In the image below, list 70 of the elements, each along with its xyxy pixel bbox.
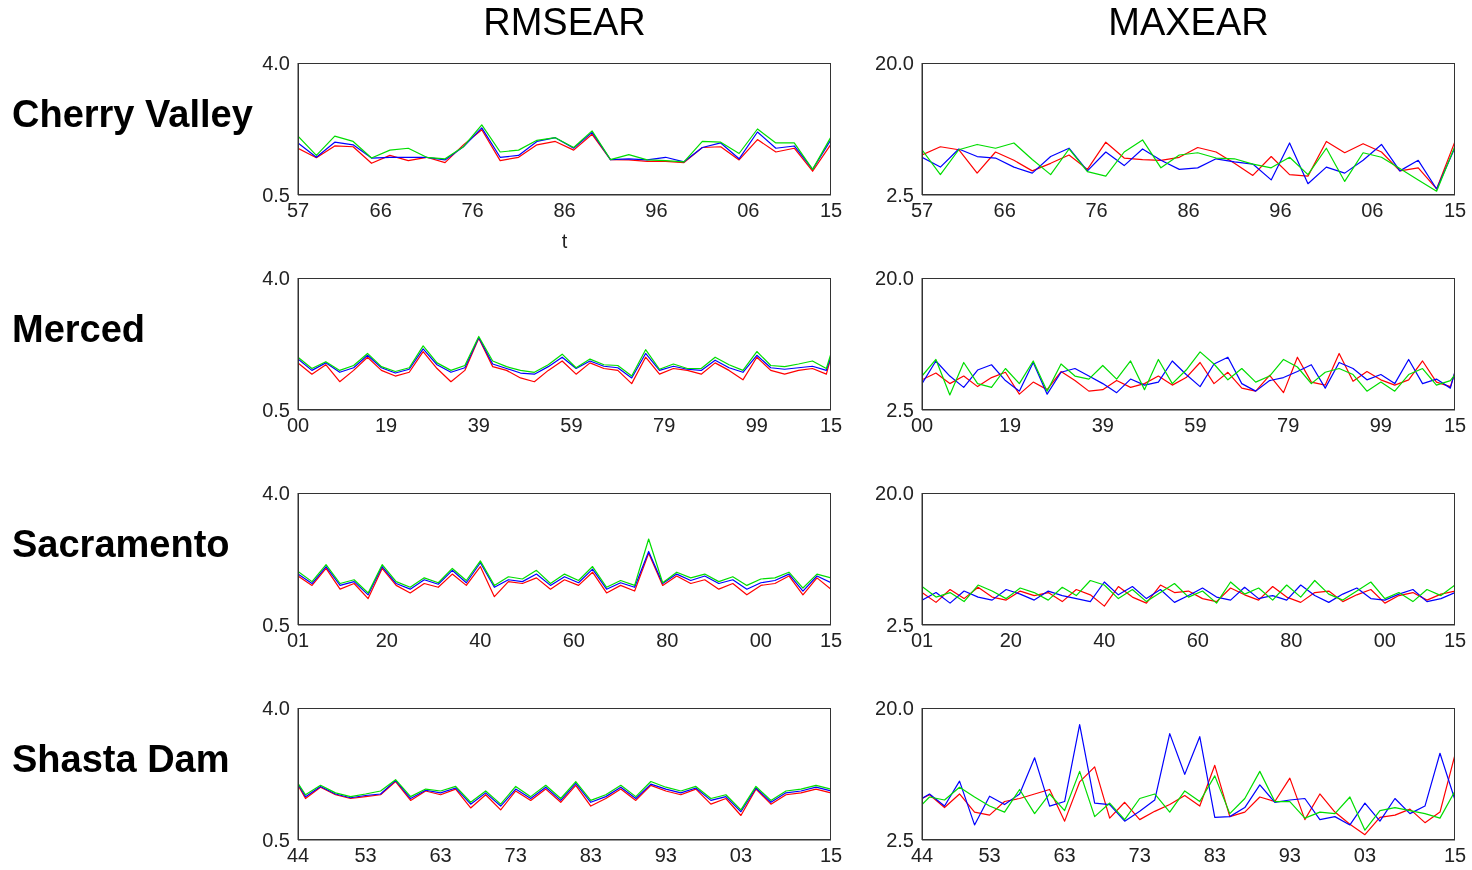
x-tick-label: 60 bbox=[562, 629, 585, 652]
y-axis-title: Shasta Dam bbox=[12, 738, 231, 781]
x-tick-label: 99 bbox=[745, 414, 768, 437]
x-tick-label: 96 bbox=[1269, 199, 1292, 222]
y-tick-label: 4.0 bbox=[262, 52, 290, 75]
x-tick-label: 00 bbox=[749, 629, 772, 652]
x-tick-label: 66 bbox=[993, 199, 1016, 222]
x-tick-label: 15 bbox=[819, 844, 843, 867]
x-tick-label: 19 bbox=[998, 414, 1022, 437]
y-tick-label: 0.5 bbox=[262, 829, 290, 852]
x-tick-label: 06 bbox=[1361, 199, 1384, 222]
x-tick-label: 20 bbox=[375, 629, 398, 652]
x-tick-label: 15 bbox=[819, 414, 843, 437]
y-axis-title: Merced bbox=[12, 308, 147, 351]
x-tick-label: 73 bbox=[504, 844, 527, 867]
y-tick-label: 4.0 bbox=[262, 482, 290, 505]
y-axis-title: Sacramento bbox=[12, 523, 231, 566]
x-tick-label: 83 bbox=[1203, 844, 1226, 867]
x-tick-label: 59 bbox=[560, 414, 583, 437]
x-tick-label: 15 bbox=[1443, 414, 1467, 437]
x-tick-label: 15 bbox=[1443, 629, 1467, 652]
y-tick-label: 20.0 bbox=[875, 267, 914, 290]
x-tick-label: 15 bbox=[819, 629, 843, 652]
x-tick-label: 53 bbox=[354, 844, 377, 867]
y-tick-label: 4.0 bbox=[262, 267, 290, 290]
x-tick-label: 60 bbox=[1186, 629, 1209, 652]
chart-title: RMSEAR bbox=[482, 1, 647, 44]
x-axis-title: t bbox=[561, 230, 568, 252]
y-tick-label: 4.0 bbox=[262, 697, 290, 720]
x-tick-label: 19 bbox=[374, 414, 398, 437]
x-tick-label: 73 bbox=[1128, 844, 1151, 867]
y-tick-label: 20.0 bbox=[875, 52, 914, 75]
x-tick-label: 63 bbox=[429, 844, 452, 867]
chart-title: MAXEAR bbox=[1107, 1, 1270, 44]
x-tick-label: 66 bbox=[369, 199, 392, 222]
x-tick-label: 93 bbox=[1278, 844, 1301, 867]
y-tick-label: 2.5 bbox=[886, 829, 914, 852]
x-tick-label: 06 bbox=[737, 199, 760, 222]
x-tick-label: 80 bbox=[656, 629, 679, 652]
x-tick-label: 99 bbox=[1369, 414, 1392, 437]
x-tick-label: 39 bbox=[467, 414, 490, 437]
x-tick-label: 53 bbox=[978, 844, 1001, 867]
x-tick-label: 63 bbox=[1053, 844, 1076, 867]
x-tick-label: 15 bbox=[1443, 844, 1467, 867]
x-tick-label: 00 bbox=[1373, 629, 1396, 652]
x-tick-label: 03 bbox=[1353, 844, 1377, 867]
y-tick-label: 20.0 bbox=[875, 697, 914, 720]
x-tick-label: 39 bbox=[1091, 414, 1114, 437]
x-tick-label: 96 bbox=[645, 199, 668, 222]
x-tick-label: 80 bbox=[1280, 629, 1303, 652]
line-series bbox=[922, 770, 1455, 831]
x-tick-label: 15 bbox=[1443, 199, 1467, 222]
x-tick-label: 93 bbox=[654, 844, 677, 867]
x-tick-label: 79 bbox=[653, 414, 676, 437]
x-tick-label: 86 bbox=[1177, 199, 1200, 222]
x-tick-label: 83 bbox=[579, 844, 602, 867]
y-tick-label: 20.0 bbox=[875, 482, 914, 505]
y-axis-title: Cherry Valley bbox=[12, 93, 254, 136]
line-series bbox=[298, 538, 831, 594]
x-tick-label: 40 bbox=[1093, 629, 1116, 652]
x-tick-label: 79 bbox=[1277, 414, 1300, 437]
x-tick-label: 59 bbox=[1184, 414, 1207, 437]
x-tick-label: 03 bbox=[729, 844, 753, 867]
x-tick-label: 20 bbox=[999, 629, 1022, 652]
x-tick-label: 86 bbox=[553, 199, 576, 222]
line-series bbox=[922, 723, 1455, 826]
x-tick-label: 15 bbox=[819, 199, 843, 222]
x-tick-label: 76 bbox=[1085, 199, 1108, 222]
x-tick-label: 40 bbox=[469, 629, 492, 652]
x-tick-label: 76 bbox=[461, 199, 484, 222]
